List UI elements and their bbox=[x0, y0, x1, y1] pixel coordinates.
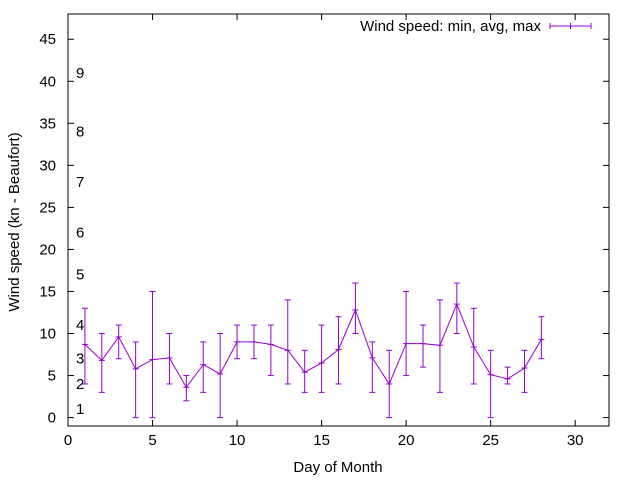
x-axis-label: Day of Month bbox=[293, 459, 382, 476]
beaufort-label: 5 bbox=[76, 267, 84, 284]
x-tick-label: 30 bbox=[567, 432, 584, 449]
y-axis-label: Wind speed (kn - Beaufort) bbox=[6, 132, 23, 311]
legend: Wind speed: min, avg, max bbox=[360, 18, 592, 35]
beaufort-label: 7 bbox=[76, 174, 84, 191]
x-axis-ticks: 0 5 10 15 20 25 30 bbox=[64, 14, 584, 449]
beaufort-label: 2 bbox=[76, 376, 84, 393]
beaufort-label: 3 bbox=[76, 351, 84, 368]
x-tick-label: 10 bbox=[229, 432, 246, 449]
y-tick-label: 30 bbox=[39, 157, 56, 174]
y-tick-label: 0 bbox=[48, 410, 56, 427]
y-tick-label: 10 bbox=[39, 326, 56, 343]
y-tick-label: 45 bbox=[39, 31, 56, 48]
y-tick-label: 20 bbox=[39, 241, 56, 258]
x-tick-label: 0 bbox=[64, 432, 72, 449]
y-tick-label: 40 bbox=[39, 73, 56, 90]
x-tick-label: 25 bbox=[482, 432, 499, 449]
x-tick-label: 20 bbox=[398, 432, 415, 449]
avg-series-line bbox=[84, 302, 542, 389]
error-bars bbox=[81, 282, 545, 419]
beaufort-label: 1 bbox=[76, 401, 84, 418]
y-tick-label: 35 bbox=[39, 115, 56, 132]
beaufort-label: 4 bbox=[76, 317, 84, 334]
legend-label: Wind speed: min, avg, max bbox=[360, 18, 541, 35]
y-tick-label: 5 bbox=[48, 368, 56, 385]
beaufort-label: 8 bbox=[76, 124, 84, 141]
x-tick-label: 5 bbox=[148, 432, 156, 449]
beaufort-label: 9 bbox=[76, 65, 84, 82]
plot-frame bbox=[67, 13, 610, 427]
y-tick-label: 15 bbox=[39, 283, 56, 300]
legend-key bbox=[549, 23, 592, 29]
beaufort-label: 6 bbox=[76, 225, 84, 242]
avg-points bbox=[81, 303, 545, 388]
x-tick-label: 15 bbox=[313, 432, 330, 449]
y-tick-label: 25 bbox=[39, 199, 56, 216]
beaufort-scale-labels: 1 2 3 4 5 6 7 8 9 bbox=[76, 65, 84, 418]
